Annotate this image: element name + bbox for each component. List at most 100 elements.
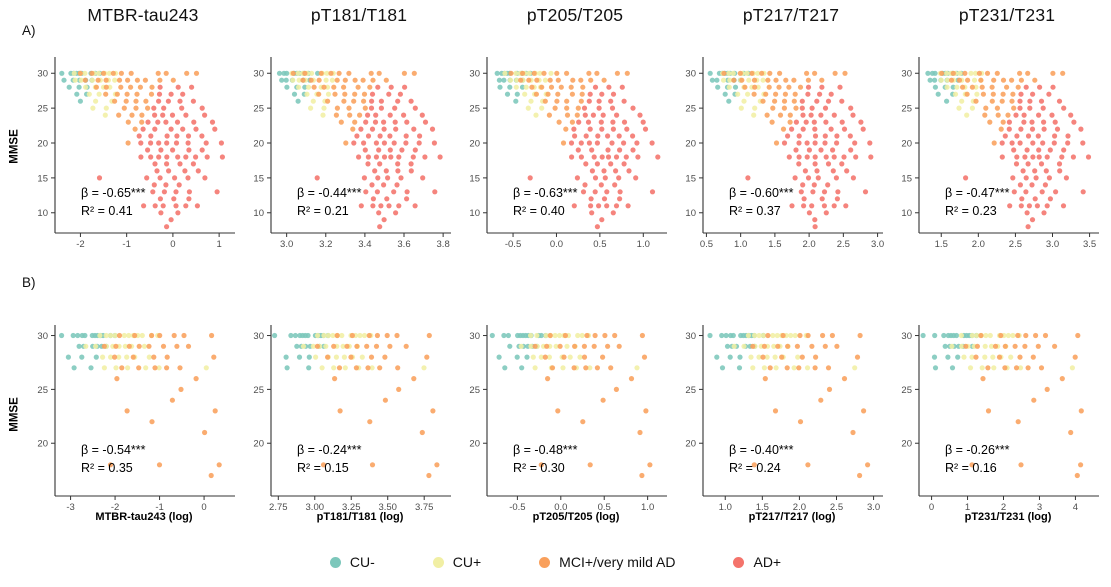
data-point — [605, 154, 612, 160]
data-point — [71, 70, 77, 76]
data-point — [829, 332, 835, 339]
data-point — [100, 354, 106, 360]
x-tick-label: -1 — [155, 502, 163, 513]
data-point — [334, 332, 340, 339]
data-point — [325, 354, 331, 360]
data-point — [799, 98, 805, 104]
data-point — [156, 91, 163, 97]
data-point — [580, 189, 587, 195]
data-point — [721, 70, 727, 76]
data-point — [781, 98, 788, 104]
data-point — [932, 77, 938, 83]
data-point — [401, 112, 407, 118]
data-point — [489, 332, 495, 339]
data-point — [989, 84, 995, 90]
data-point — [391, 189, 397, 195]
data-point — [598, 182, 604, 188]
data-point — [359, 354, 365, 360]
scatter-panel-b3: 20 25 30 -0.5 0.0 0.5 1.0 β = -0.48*** R² = 0.30… — [454, 298, 670, 533]
data-point — [602, 332, 608, 339]
data-point — [969, 84, 975, 90]
data-point — [1000, 119, 1006, 125]
data-point — [82, 77, 88, 83]
data-point — [519, 365, 525, 371]
data-point — [148, 133, 154, 139]
data-point — [580, 419, 586, 425]
x-tick-label: -0.5 — [509, 502, 525, 513]
data-point — [130, 354, 136, 360]
data-point — [290, 77, 296, 83]
data-point — [310, 343, 316, 349]
data-point — [172, 175, 178, 181]
data-point — [809, 343, 815, 349]
data-point — [354, 343, 360, 349]
data-point — [569, 91, 575, 97]
data-point — [594, 365, 600, 371]
data-point — [170, 147, 176, 153]
data-point — [1036, 154, 1042, 160]
y-tick-label: 10 — [253, 208, 264, 219]
data-point — [1011, 105, 1017, 111]
data-point — [351, 140, 357, 146]
data-point — [412, 105, 418, 111]
data-point — [596, 105, 602, 111]
data-point — [944, 98, 950, 104]
data-point — [340, 343, 346, 349]
data-point — [374, 189, 380, 195]
data-point — [1030, 354, 1036, 360]
data-point — [1023, 189, 1029, 195]
data-point — [601, 168, 607, 174]
data-point — [419, 112, 425, 118]
data-point — [932, 332, 938, 339]
data-point — [348, 354, 354, 360]
data-point — [814, 168, 820, 174]
data-point — [814, 98, 820, 104]
data-point — [812, 70, 818, 76]
data-point — [116, 354, 122, 360]
data-point — [1005, 112, 1011, 118]
data-point — [805, 77, 811, 83]
data-point — [773, 91, 779, 97]
data-point — [995, 112, 1001, 118]
data-point — [982, 354, 988, 360]
data-point — [333, 354, 339, 360]
data-point — [756, 332, 762, 339]
data-point — [168, 126, 174, 132]
data-point — [792, 175, 798, 181]
data-point — [1071, 119, 1077, 125]
data-point — [352, 77, 358, 83]
data-point — [332, 376, 338, 382]
data-point — [761, 332, 767, 339]
data-point — [609, 105, 616, 111]
data-point — [329, 77, 335, 83]
data-point — [799, 105, 805, 111]
data-point — [792, 91, 798, 97]
data-point — [316, 91, 322, 97]
data-point — [810, 189, 816, 195]
data-point — [630, 105, 636, 111]
data-point — [387, 147, 393, 153]
data-point — [588, 77, 594, 83]
data-point — [95, 77, 101, 83]
x-tick-label: 3.0 — [280, 239, 293, 250]
data-point — [1080, 140, 1086, 146]
column-title-3: pT205/T205 — [526, 5, 624, 25]
data-point — [393, 126, 399, 132]
data-point — [751, 112, 757, 118]
data-point — [148, 91, 155, 97]
data-point — [396, 154, 402, 160]
x-axis-label: pT205/T205 (log) — [533, 511, 620, 523]
data-point — [502, 365, 508, 371]
data-point — [354, 133, 360, 139]
data-point — [103, 332, 109, 339]
legend-dot-icon — [432, 556, 444, 568]
data-point — [974, 343, 980, 349]
scatter-panel-b5: 20 25 30 0 1 2 3 4 β = -0.26*** R² = 0.16 pT231/T2… — [886, 298, 1102, 533]
data-point — [714, 354, 720, 360]
data-point — [968, 70, 974, 76]
data-point — [773, 140, 780, 146]
data-point — [809, 105, 815, 111]
data-point — [613, 203, 620, 209]
data-point — [1060, 203, 1067, 209]
data-point — [542, 77, 548, 83]
